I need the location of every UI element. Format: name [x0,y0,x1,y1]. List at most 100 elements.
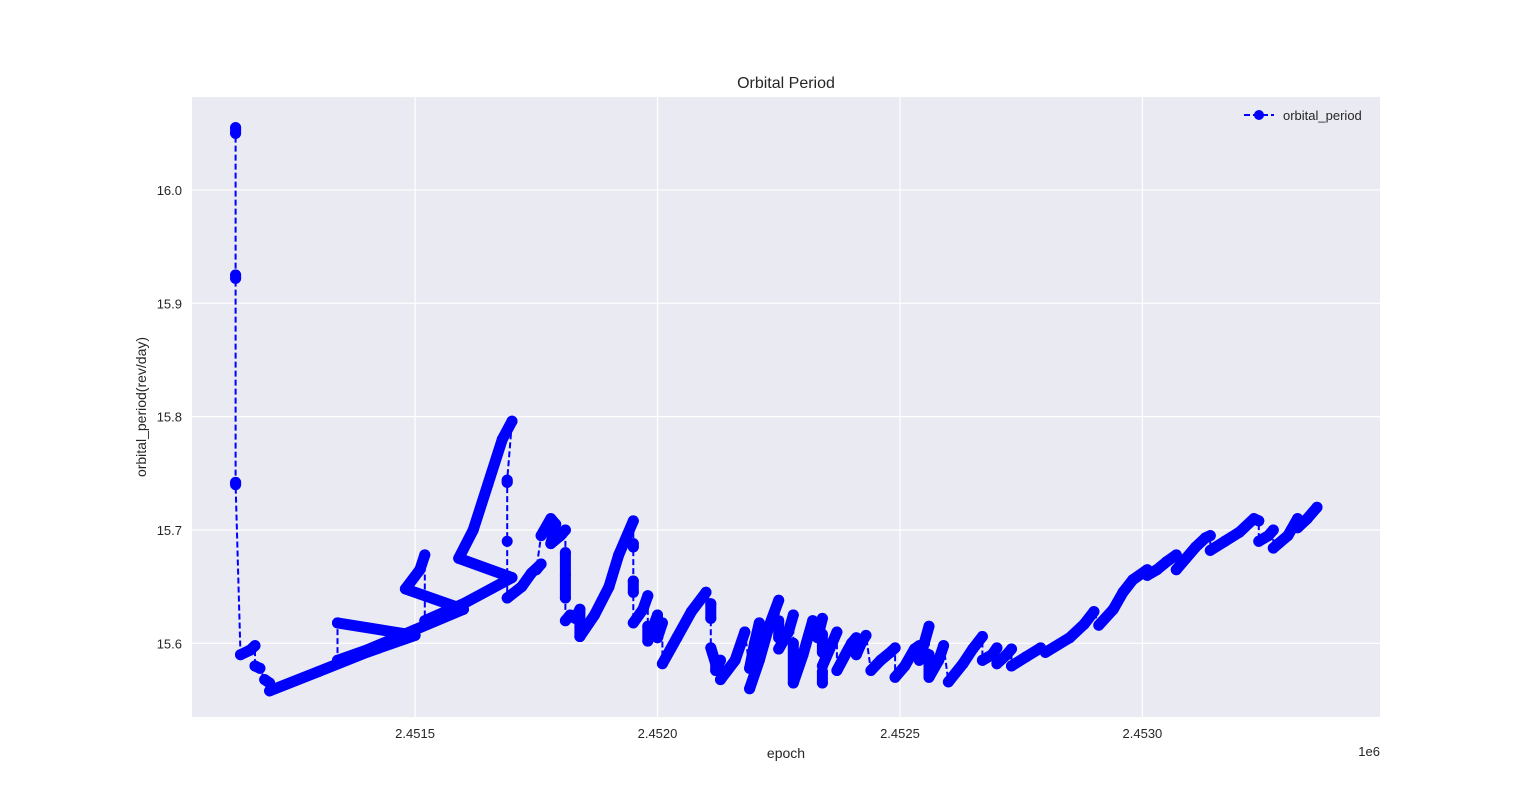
data-point [831,665,843,676]
data-point [230,272,242,284]
data-point [991,642,1003,654]
data-point [535,530,547,542]
data-point [1064,632,1076,644]
data-point [656,658,668,670]
data-point [773,615,785,627]
data-point [235,649,246,661]
data-point [685,606,697,618]
data-point [642,590,654,602]
data-point [1301,513,1313,525]
data-point [627,541,639,553]
data-point [559,592,571,604]
data-point [264,685,276,697]
data-point [816,628,828,640]
data-point [589,609,600,621]
data-point [942,676,954,688]
data-point [855,637,867,649]
data-point [705,598,717,610]
data-point [453,552,465,564]
data-point [501,592,513,604]
marker-run [942,631,988,688]
data-point [1219,535,1231,547]
data-point [976,631,988,642]
data-point [1204,544,1216,556]
data-point [831,626,843,638]
data-point [841,646,853,658]
data-point [545,538,557,550]
data-point [559,547,571,559]
data-point [496,433,508,445]
data-point [1282,530,1294,542]
data-point [739,626,751,638]
data-point [627,617,639,629]
data-point [923,620,935,632]
data-point [1151,564,1163,576]
data-point [1267,542,1279,554]
series-orbital-period [230,122,1323,697]
x-tick-label: 2.4530 [1123,726,1163,741]
data-point [816,612,828,624]
data-point [715,674,726,686]
data-point [249,640,261,652]
data-point [419,615,431,627]
data-point [1078,618,1090,630]
marker-run [419,415,518,627]
data-point [816,660,828,672]
data-point [642,620,654,632]
data-point [656,617,668,629]
data-point [976,654,988,666]
data-point [1311,501,1323,513]
marker-run [1039,606,1100,658]
data-point [923,671,935,683]
data-point [773,643,785,655]
x-tick-label: 2.4520 [638,726,678,741]
data-point [787,637,799,649]
legend-marker-icon [1254,110,1264,120]
data-point [1292,522,1304,534]
data-point [399,583,411,595]
data-point [230,127,242,139]
data-point [230,479,242,491]
data-point [516,581,528,593]
data-point [637,603,649,615]
data-point [1180,552,1192,564]
data-point [652,632,663,644]
data-point [1233,526,1245,538]
data-point [1161,556,1173,568]
data-point [1006,660,1017,672]
data-point [1006,643,1017,655]
data-point [1093,619,1105,631]
data-point [361,644,373,656]
x-axis-offset-label: 1e6 [1358,744,1380,759]
y-tick-label: 15.8 [157,410,182,425]
data-point [574,603,586,615]
y-tick-label: 15.7 [157,523,182,538]
data-point [763,620,775,632]
data-point [312,666,324,678]
data-point [1267,524,1279,536]
data-point [603,581,615,593]
data-point [501,476,513,488]
data-point [642,635,654,647]
data-point [899,660,911,672]
data-point [1253,535,1265,547]
data-point [627,515,639,527]
data-point [1170,564,1182,576]
data-point [559,569,571,581]
data-point [530,564,542,576]
data-point [1170,549,1182,561]
data-point [559,524,571,536]
data-point [1088,606,1100,618]
data-point [991,658,1003,670]
data-point [729,654,741,666]
data-point [671,632,683,644]
y-axis-ticks: 15.6 15.7 15.8 15.9 16.0 [157,183,182,651]
data-point [850,649,862,661]
y-tick-label: 15.9 [157,296,182,311]
data-point [957,658,969,670]
data-point [1141,569,1153,581]
x-tick-label: 2.4515 [395,726,435,741]
data-point [409,624,421,636]
data-point [700,586,712,598]
